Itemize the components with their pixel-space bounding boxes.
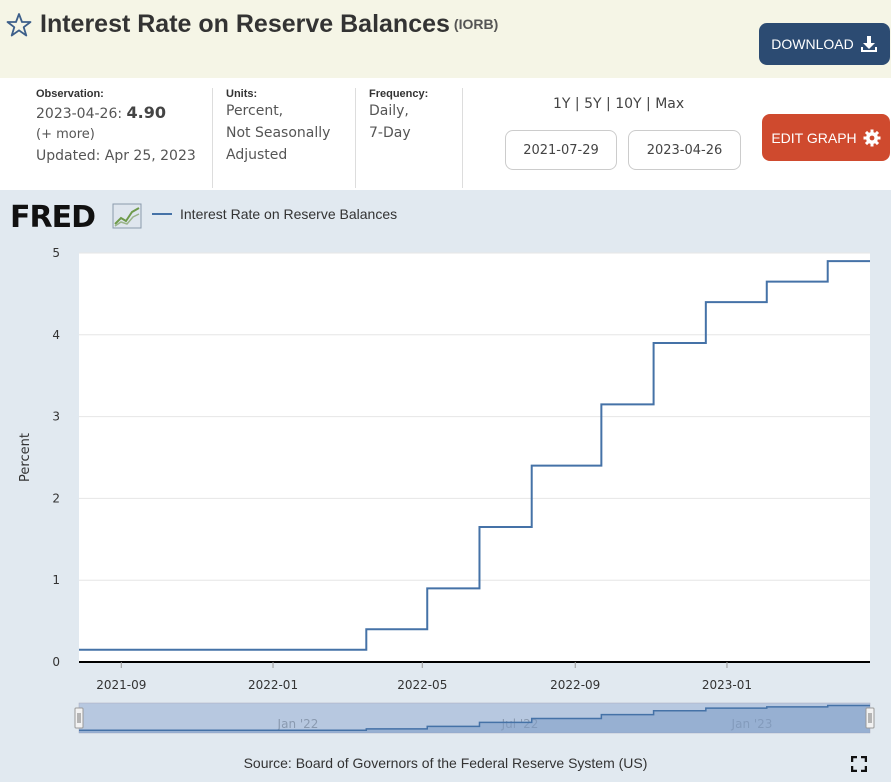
divider: [212, 88, 213, 188]
range-10y[interactable]: 10Y: [615, 96, 642, 112]
y-axis-label: Percent: [18, 433, 33, 482]
observation-label: Observation:: [36, 88, 104, 100]
download-label: DOWNLOAD: [771, 36, 854, 52]
title-bar: Interest Rate on Reserve Balances (IORB) …: [0, 0, 891, 78]
frequency-line: 7-Day: [369, 125, 411, 141]
start-date-input[interactable]: 2021-07-29: [505, 130, 617, 170]
download-icon: [860, 36, 877, 52]
x-tick-label: 2021-09: [96, 678, 146, 692]
frequency-block: Frequency: Daily, 7-Day: [369, 88, 459, 188]
updated-date: Updated: Apr 25, 2023: [36, 148, 196, 164]
range-1y[interactable]: 1Y: [553, 96, 571, 112]
units-line: Adjusted: [226, 147, 288, 163]
observation-value: 4.90: [126, 103, 167, 122]
more-observations-link[interactable]: (+ more): [36, 127, 95, 142]
edit-graph-button[interactable]: EDIT GRAPH: [762, 114, 890, 161]
range-max[interactable]: Max: [655, 96, 685, 112]
units-line: Percent,: [226, 103, 284, 119]
series-meta: Observation: 2023-04-26: 4.90 (+ more) U…: [0, 78, 891, 190]
divider: [462, 88, 463, 188]
fred-logo: FRED: [10, 200, 145, 237]
x-tick-label: 2022-09: [550, 678, 600, 692]
x-tick-label: 2023-01: [702, 678, 752, 692]
gear-icon: [863, 129, 881, 146]
range-selector: 1Y | 5Y | 10Y | Max: [553, 96, 685, 112]
legend-swatch: [152, 213, 172, 215]
end-date-input[interactable]: 2023-04-26: [628, 130, 741, 170]
legend-series-name: Interest Rate on Reserve Balances: [180, 206, 398, 222]
range-5y[interactable]: 5Y: [584, 96, 602, 112]
observation-block: Observation: 2023-04-26: 4.90 (+ more) U…: [36, 88, 206, 188]
divider: [355, 88, 356, 188]
y-tick-label: 3: [52, 410, 60, 424]
download-button[interactable]: DOWNLOAD: [759, 23, 890, 65]
fred-logo-mark: FRED: [10, 200, 142, 235]
units-label: Units:: [226, 88, 258, 100]
y-tick-label: 1: [52, 573, 60, 587]
units-block: Units: Percent, Not Seasonally Adjusted: [226, 88, 351, 188]
chart-svg: 0 1 2 3 4 5 2021-09 2022-01 2022-05 2022-09 2023-…: [18, 246, 875, 734]
navigator-line: [79, 704, 870, 731]
navigator-handle-right[interactable]: [865, 707, 875, 729]
units-line: Not Seasonally: [226, 125, 331, 141]
star-icon[interactable]: [6, 12, 32, 38]
series-line: [79, 260, 870, 651]
navigator-label: Jan '22: [277, 717, 319, 731]
edit-graph-label: EDIT GRAPH: [771, 129, 857, 146]
x-tick-label: 2022-01: [248, 678, 298, 692]
y-tick-label: 0: [52, 655, 60, 669]
source-note: Source: Board of Governors of the Federa…: [243, 755, 648, 771]
x-tick-label: 2022-05: [397, 678, 447, 692]
y-tick-label: 4: [52, 328, 60, 342]
fred-logo-text: FRED: [10, 200, 95, 232]
navigator-handle-left[interactable]: [74, 707, 84, 729]
navigator-area: [79, 705, 870, 733]
chart-legend: Interest Rate on Reserve Balances: [152, 206, 397, 222]
series-code: (IORB): [453, 16, 499, 32]
y-tick-label: 2: [52, 491, 60, 505]
frequency-line: Daily,: [369, 103, 409, 119]
fullscreen-icon[interactable]: [851, 756, 867, 772]
observation-date: 2023-04-26:: [36, 106, 123, 122]
frequency-label: Frequency:: [369, 88, 429, 100]
series-title: Interest Rate on Reserve Balances: [40, 10, 450, 38]
page-title: Interest Rate on Reserve Balances (IORB): [40, 10, 498, 39]
plot-area: [79, 253, 870, 662]
y-tick-label: 5: [52, 246, 60, 260]
